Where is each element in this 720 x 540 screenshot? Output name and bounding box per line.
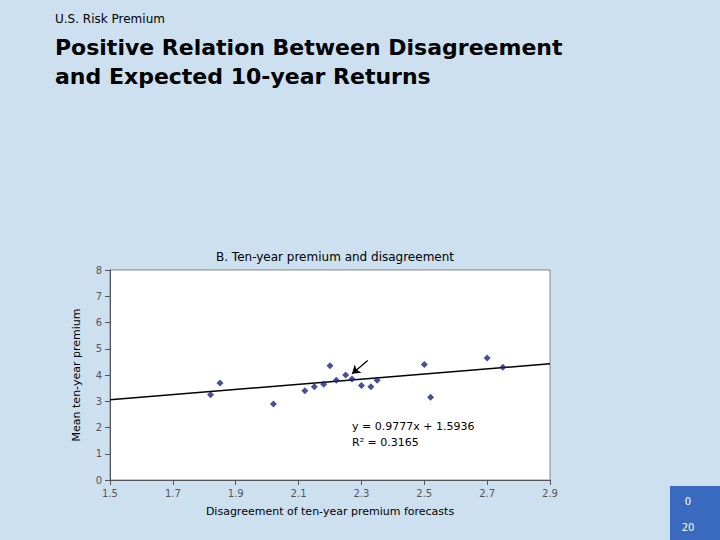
svg-text:U.S. Risk Premium: U.S. Risk Premium [55, 12, 165, 26]
svg-text:Disagreement of ten-year premi: Disagreement of ten-year premium forecas… [206, 505, 454, 518]
svg-text:20: 20 [682, 522, 695, 533]
svg-text:7: 7 [96, 291, 102, 302]
svg-text:3: 3 [96, 396, 102, 407]
svg-text:2.5: 2.5 [416, 488, 432, 499]
svg-text:1.9: 1.9 [228, 488, 244, 499]
svg-text:2.7: 2.7 [479, 488, 495, 499]
svg-text:6: 6 [96, 317, 102, 328]
svg-text:B. Ten-year premium and disagr: B. Ten-year premium and disagreement [216, 250, 454, 264]
svg-text:4: 4 [96, 370, 102, 381]
svg-text:1: 1 [96, 448, 102, 459]
svg-text:0: 0 [96, 475, 102, 486]
svg-text:1.5: 1.5 [102, 488, 118, 499]
svg-text:0: 0 [685, 496, 691, 507]
svg-text:2.1: 2.1 [291, 488, 307, 499]
svg-text:and Expected 10-year Returns: and Expected 10-year Returns [55, 64, 431, 89]
svg-text:2.3: 2.3 [353, 488, 369, 499]
svg-text:2: 2 [96, 422, 102, 433]
svg-text:1.7: 1.7 [165, 488, 181, 499]
svg-text:Mean ten-year premium: Mean ten-year premium [70, 309, 83, 442]
svg-text:R² = 0.3165: R² = 0.3165 [352, 436, 419, 449]
svg-text:Positive Relation Between Disa: Positive Relation Between Disagreement [55, 35, 563, 60]
svg-text:8: 8 [96, 265, 102, 276]
svg-text:y = 0.9777x + 1.5936: y = 0.9777x + 1.5936 [352, 420, 474, 433]
svg-text:5: 5 [96, 343, 102, 354]
svg-text:2.9: 2.9 [542, 488, 558, 499]
